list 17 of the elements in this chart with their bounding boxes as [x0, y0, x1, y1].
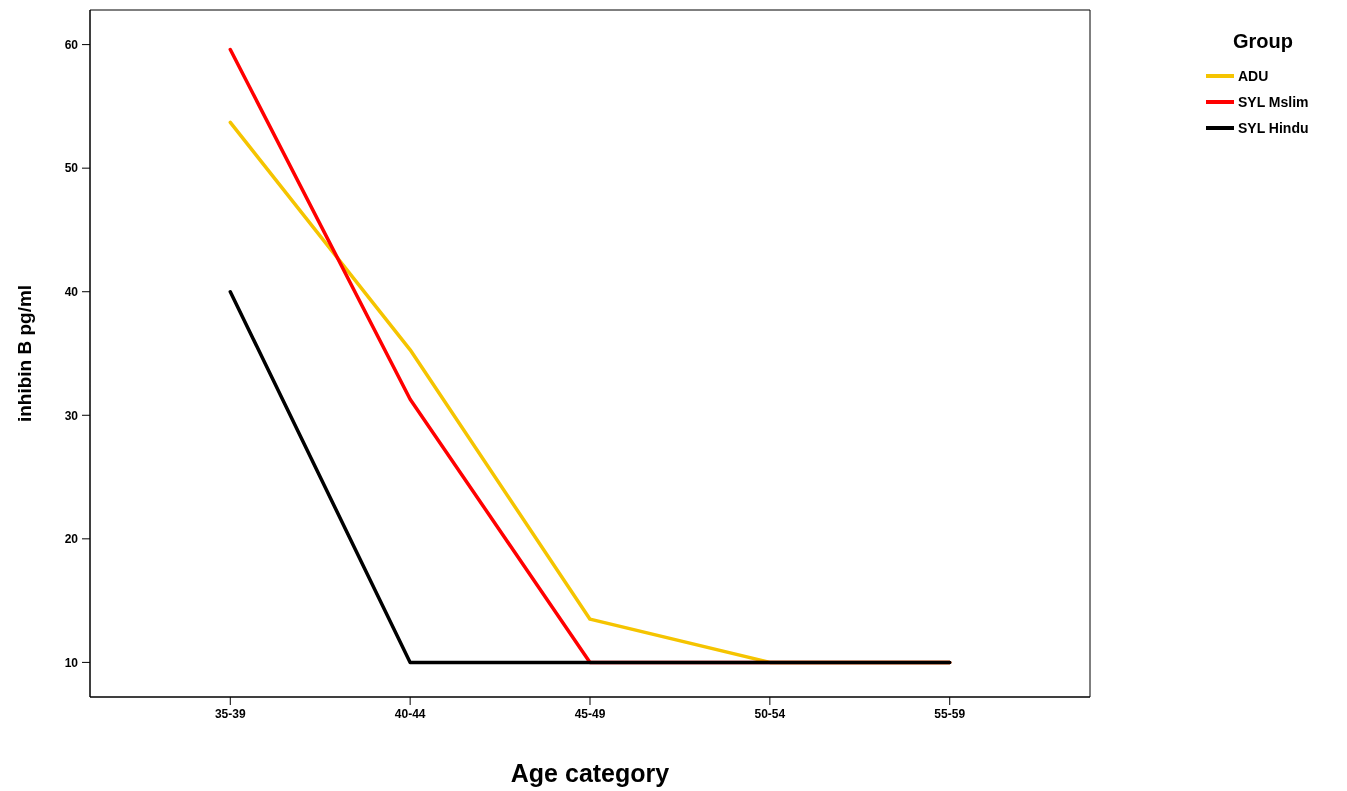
x-tick-label: 50-54 [754, 706, 786, 721]
y-tick-label: 40 [64, 284, 79, 299]
x-axis-title: Age category [510, 759, 670, 787]
y-tick-label: 50 [64, 161, 79, 176]
y-tick-label: 10 [64, 655, 79, 670]
x-tick-label: 55-59 [934, 706, 966, 721]
y-tick-label: 20 [64, 532, 79, 547]
legend-label: ADU [1238, 68, 1269, 84]
x-tick-label: 45-49 [574, 706, 606, 721]
y-tick-label: 30 [64, 408, 79, 423]
x-tick-label: 35-39 [214, 706, 246, 721]
legend-title: Group [1233, 30, 1294, 53]
x-tick-label: 40-44 [394, 706, 426, 721]
y-tick-label: 60 [64, 37, 79, 52]
y-axis-title: inhibin B pg/ml [13, 284, 35, 423]
legend-label: SYL Mslim [1238, 94, 1309, 110]
legend-label: SYL Hindu [1238, 120, 1309, 136]
